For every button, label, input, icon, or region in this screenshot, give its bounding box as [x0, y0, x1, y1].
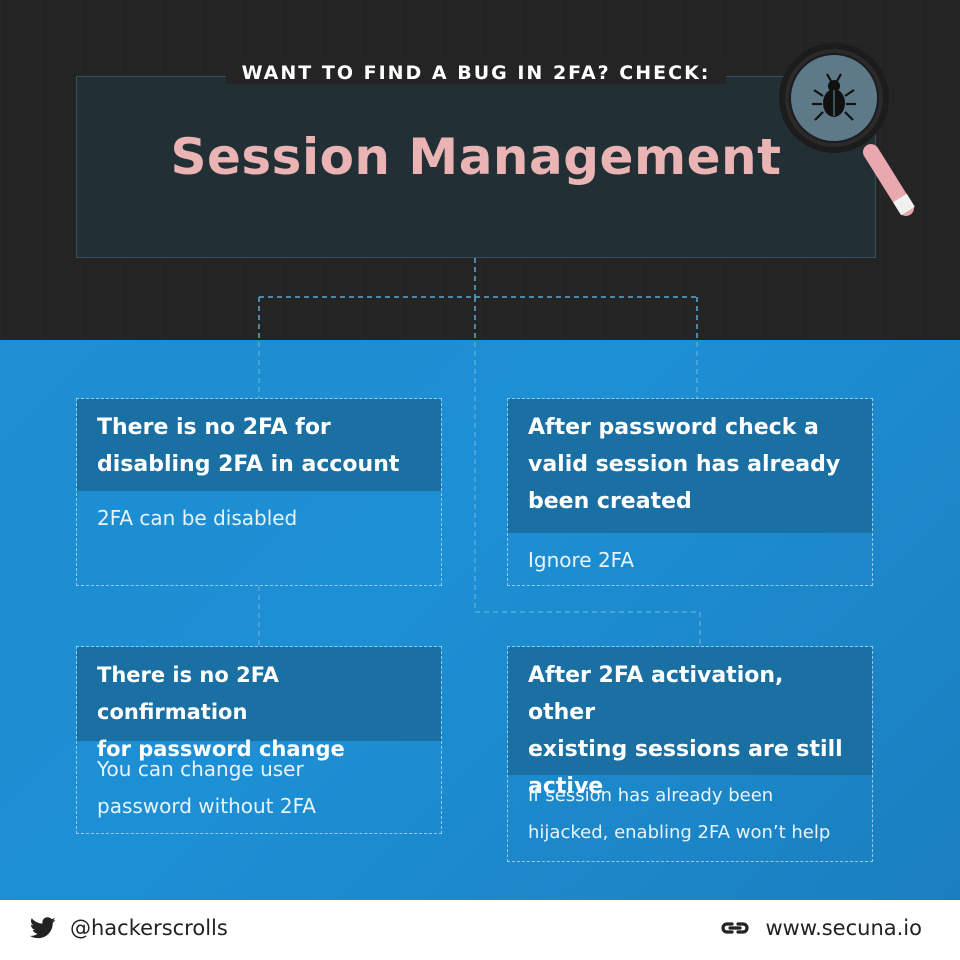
card-heading-line: been created — [528, 489, 692, 514]
footer-twitter[interactable]: @hackerscrolls — [30, 910, 228, 946]
card-body: Ignore 2FA — [508, 533, 872, 587]
card-heading: After password check a valid session has… — [508, 399, 872, 533]
card-heading-line: There is no 2FA confirmation — [97, 663, 279, 724]
footer-bar — [0, 900, 960, 960]
page-title: Session Management — [170, 128, 782, 186]
title-frame — [76, 76, 876, 258]
card-heading-line: After 2FA activation, other — [528, 663, 784, 725]
card-heading-line: for password change — [97, 737, 345, 761]
twitter-bird-icon — [30, 917, 56, 939]
card-heading-line: valid session has already — [528, 452, 841, 477]
card-heading-line: There is no 2FA for — [97, 415, 331, 440]
footer-website[interactable]: www.secuna.io — [719, 910, 922, 946]
website-link[interactable]: www.secuna.io — [765, 916, 922, 940]
card-heading: There is no 2FA confirmation for passwor… — [77, 647, 441, 761]
card-body-line: Ignore 2FA — [528, 548, 635, 572]
card-heading: After 2FA activation, other existing ses… — [508, 647, 872, 799]
card-heading-line: After password check a — [528, 415, 819, 440]
link-icon — [721, 922, 750, 934]
card-session-after-password: After password check a valid session has… — [507, 398, 873, 586]
page-subtitle: WANT TO FIND A BUG IN 2FA? CHECK: — [76, 62, 876, 84]
card-sessions-still-active: After 2FA activation, other existing ses… — [507, 646, 873, 862]
card-body-line: 2FA can be disabled — [97, 506, 298, 530]
card-body-line: hijacked, enabling 2FA won’t help — [528, 822, 831, 843]
card-body-line: password without 2FA — [97, 794, 316, 818]
card-body: You can change user password without 2FA — [77, 741, 441, 835]
magnifier-bug-icon — [779, 43, 915, 216]
card-heading-line: existing sessions are still — [528, 737, 843, 762]
card-heading: There is no 2FA for disabling 2FA in acc… — [77, 399, 441, 491]
card-body-line: You can change user — [97, 757, 304, 781]
card-no-2fa-password-change: There is no 2FA confirmation for passwor… — [76, 646, 442, 834]
card-body: If session has already been hijacked, en… — [508, 775, 872, 861]
card-body-line: If session has already been — [528, 785, 774, 806]
twitter-handle[interactable]: @hackerscrolls — [70, 916, 228, 940]
card-body: 2FA can be disabled — [77, 491, 441, 545]
card-no-2fa-disabling: There is no 2FA for disabling 2FA in acc… — [76, 398, 442, 586]
card-heading-line: active — [528, 774, 604, 799]
card-heading-line: disabling 2FA in account — [97, 452, 400, 477]
